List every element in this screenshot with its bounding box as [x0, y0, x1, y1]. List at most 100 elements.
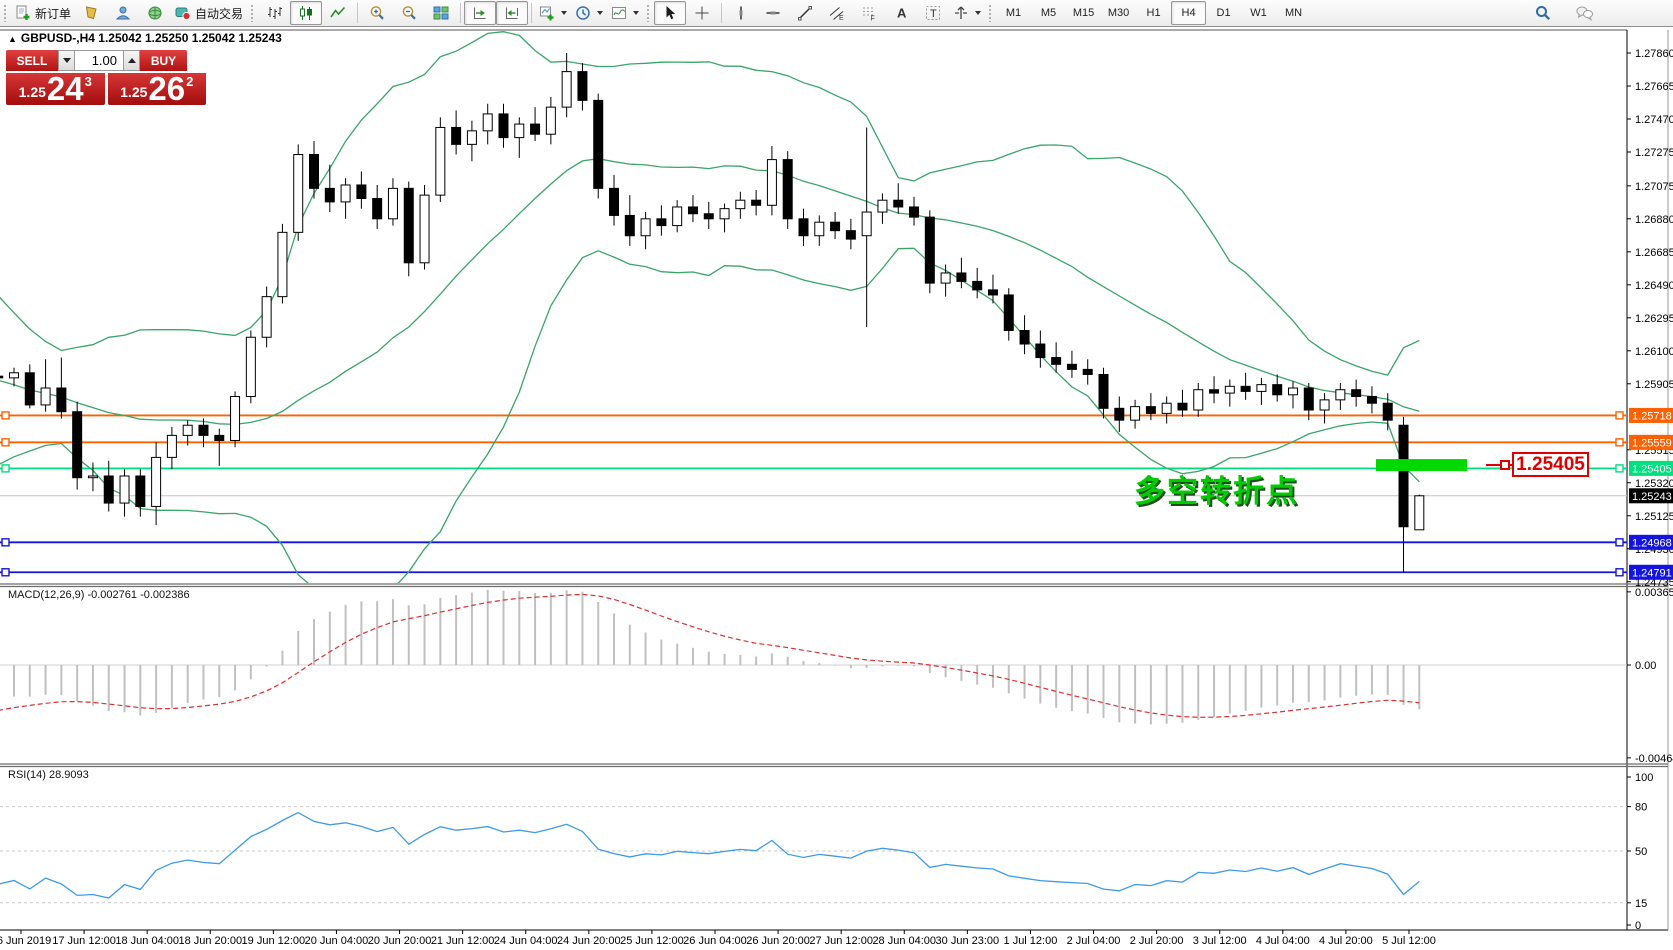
- candle-body: [577, 71, 588, 101]
- volume-input[interactable]: [75, 50, 123, 71]
- buy-price-pipette: 2: [186, 74, 194, 89]
- price-callout[interactable]: 1.25405: [1512, 452, 1589, 477]
- cursor-button[interactable]: [654, 1, 687, 25]
- trendline-button[interactable]: [789, 1, 821, 25]
- sell-button[interactable]: SELL: [6, 50, 58, 71]
- candle-body: [324, 187, 335, 203]
- fibonacci-button[interactable]: F: [853, 1, 885, 25]
- candle-body: [277, 231, 288, 298]
- timeframe-button-d1[interactable]: D1: [1216, 7, 1231, 19]
- candle-body: [1019, 329, 1030, 345]
- price-tick-label: 1.27075: [1635, 181, 1673, 193]
- time-axis-label: 16 Jun 2019: [0, 935, 51, 947]
- auto-scroll-icon: [472, 5, 488, 21]
- candle-body: [9, 372, 19, 379]
- tile-windows-button[interactable]: [425, 1, 457, 25]
- text-a-icon: A: [893, 5, 909, 21]
- candle-body: [972, 280, 983, 291]
- buy-price-button[interactable]: 1.25 26 2: [107, 72, 206, 105]
- sell-price-big: 24: [46, 70, 84, 107]
- template-menu-button[interactable]: [607, 1, 643, 25]
- rsi-tick-label: 100: [1635, 772, 1653, 784]
- user-icon: [115, 5, 131, 21]
- zoom-in-button[interactable]: [361, 1, 393, 25]
- timeframe-button-m30[interactable]: M30: [1107, 7, 1130, 19]
- line-anchor-square[interactable]: [1, 411, 10, 420]
- autotrading-icon: [175, 5, 191, 21]
- market-watch-button[interactable]: [107, 1, 139, 25]
- callout-anchor-square[interactable]: [1500, 460, 1510, 470]
- candle-body: [87, 475, 98, 479]
- timeframe-button-m15[interactable]: M15: [1072, 7, 1095, 19]
- line-anchor-square[interactable]: [1615, 411, 1624, 420]
- candle-body: [1398, 424, 1409, 528]
- timeframe-button-h1[interactable]: H1: [1146, 7, 1161, 19]
- text-button[interactable]: A: [885, 1, 917, 25]
- text-label-button[interactable]: T: [917, 1, 949, 25]
- autotrading-button[interactable]: 自动交易: [171, 1, 247, 25]
- candle-body: [466, 130, 477, 145]
- line-anchor-square[interactable]: [1615, 464, 1624, 473]
- candle-body: [151, 456, 162, 507]
- bar-chart-button[interactable]: [258, 1, 290, 25]
- rsi-tick-label: 80: [1635, 802, 1647, 814]
- vline-icon: [733, 5, 749, 21]
- price-tick-label: 1.25125: [1635, 511, 1673, 523]
- timeframe-button-h4[interactable]: H4: [1171, 1, 1207, 25]
- navigator-button[interactable]: [139, 1, 171, 25]
- line-anchor-square[interactable]: [1, 464, 10, 473]
- new-chart-button[interactable]: [535, 1, 571, 25]
- zoom-out-button[interactable]: [393, 1, 425, 25]
- timeframe-button-m5[interactable]: M5: [1040, 7, 1057, 19]
- annotation-rectangle[interactable]: [1376, 459, 1467, 472]
- chart-shift-button[interactable]: [496, 1, 529, 25]
- price-tick-label: 1.26100: [1635, 346, 1673, 358]
- channel-button[interactable]: E: [821, 1, 853, 25]
- toolbar-drag-handle: [646, 4, 651, 22]
- search-button[interactable]: [1527, 1, 1559, 25]
- annotation-text[interactable]: 多空转折点: [1134, 474, 1299, 509]
- horizontal-line-button[interactable]: [757, 1, 789, 25]
- arrows-button[interactable]: [949, 1, 985, 25]
- line-anchor-square[interactable]: [1, 438, 10, 447]
- candlestick-button[interactable]: [290, 1, 323, 25]
- volume-increase-button[interactable]: [123, 50, 140, 71]
- line-anchor-square[interactable]: [1615, 538, 1624, 547]
- toolbar-drag-handle: [250, 4, 255, 22]
- buy-button[interactable]: BUY: [140, 50, 187, 71]
- timeframe-button-w1[interactable]: W1: [1250, 7, 1267, 19]
- crosshair-button[interactable]: [686, 1, 718, 25]
- main-toolbar: 新订单 自动交易 E F A T M1 M5 M15 M30 H1 H4 D1 W1 MN: [0, 0, 1673, 27]
- auto-scroll-button[interactable]: [464, 1, 497, 25]
- history-center-button[interactable]: [75, 1, 107, 25]
- time-axis-label: 2 Jul 20:00: [1130, 935, 1184, 947]
- collapse-triangle-icon[interactable]: ▲: [8, 34, 17, 44]
- volume-decrease-button[interactable]: [58, 50, 75, 71]
- candle-body: [135, 475, 146, 507]
- macd-signal-line: [0, 593, 1420, 718]
- bollinger-lower-band: [0, 247, 1420, 583]
- svg-text:F: F: [871, 16, 875, 22]
- vertical-line-button[interactable]: [725, 1, 757, 25]
- line-anchor-square[interactable]: [1, 568, 10, 577]
- callout-connector-line: [1486, 464, 1512, 466]
- candle-body: [609, 187, 620, 216]
- new-order-button[interactable]: 新订单: [11, 1, 75, 25]
- line-anchor-square[interactable]: [1615, 438, 1624, 447]
- timeframe-button-mn[interactable]: MN: [1284, 7, 1303, 19]
- candle-body: [1303, 387, 1314, 411]
- candle-body: [1240, 385, 1251, 392]
- candle-body: [1224, 385, 1235, 394]
- price-tick-label: 1.27275: [1635, 147, 1673, 159]
- macd-indicator-label: MACD(12,26,9) -0.002761 -0.002386: [8, 589, 190, 601]
- timeframe-button-m1[interactable]: M1: [1005, 7, 1022, 19]
- sell-price-button[interactable]: 1.25 24 3: [6, 70, 105, 107]
- line-anchor-square[interactable]: [1615, 568, 1624, 577]
- line-chart-icon: [330, 5, 346, 21]
- line-chart-button[interactable]: [322, 1, 354, 25]
- line-anchor-square[interactable]: [1, 538, 10, 547]
- chat-button[interactable]: [1569, 1, 1601, 25]
- price-tick-label: 1.25905: [1635, 379, 1673, 391]
- period-menu-button[interactable]: [571, 1, 607, 25]
